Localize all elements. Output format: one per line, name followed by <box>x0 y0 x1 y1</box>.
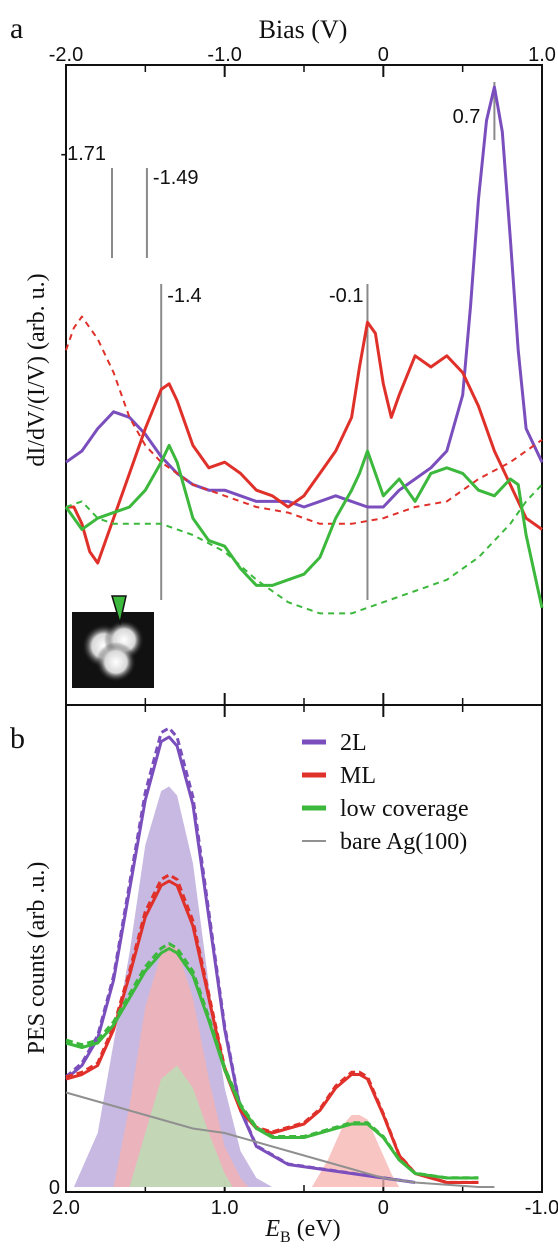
panel-a-letter: a <box>10 12 23 45</box>
panel-a-markers: -1.71 -1.49 -1.4 -0.1 0.7 <box>60 82 496 600</box>
inset-stm-image <box>72 595 154 688</box>
panel-a-series-green_solid <box>64 443 544 609</box>
panel-a-series-red_dashed <box>65 315 543 525</box>
peak-marker-label: 0.7 <box>453 106 481 128</box>
peak-marker-label: -1.4 <box>167 285 201 307</box>
panel-a-series-green_dashed <box>65 483 543 615</box>
panel-b-fill-low-coverage-component <box>129 1065 233 1187</box>
panel-b-series-low_coverage_fit <box>65 947 479 1180</box>
panel-b-fills <box>73 786 400 1187</box>
panel-a-ticks <box>65 65 543 705</box>
panel-a-xtick-label: -2.0 <box>49 44 83 66</box>
panel-b-frame <box>65 704 543 1193</box>
tip-position-marker-icon <box>110 595 127 626</box>
panel-a-xtick-label: 1.0 <box>528 44 556 66</box>
legend-label: 2L <box>340 730 367 756</box>
panel-b-xtick-label: -1.0 <box>525 1197 558 1219</box>
panel-b-ylabel: PES counts (arb .u.) <box>24 862 50 1055</box>
panel-b-tick-labels: 2.0 1.0 0 -1.0 <box>52 1197 558 1219</box>
inset-blob-3 <box>96 642 136 682</box>
panel-b-fill-ML-interface-component <box>311 1115 400 1187</box>
peak-marker-label: -1.49 <box>153 167 199 189</box>
panel-b-labels: b PES counts (arb .u.) EB (eV) 0 2.0 1.0 0… <box>10 705 558 1246</box>
panel-b-xtick-label: 0 <box>378 1197 389 1219</box>
peak-marker-label: -1.71 <box>60 143 106 165</box>
panel-a-xtick-label: 0 <box>378 44 389 66</box>
legend-label: bare Ag(100) <box>340 829 467 855</box>
panel-a-tick-labels: -2.0 -1.0 0 1.0 <box>49 44 556 66</box>
panel-b-xlabel: EB (eV) <box>264 1216 340 1246</box>
panel-b-xtick-label: 1.0 <box>211 1197 239 1219</box>
panel-a-xtick-label: -1.0 <box>207 44 241 66</box>
panel-b-series-2L_fit <box>65 735 416 1184</box>
peak-marker-label: -0.1 <box>329 285 363 307</box>
panel-b-series <box>65 726 495 1188</box>
panel-b-letter: b <box>10 722 25 755</box>
panel-b-xtick-label: 2.0 <box>52 1197 80 1219</box>
panel-a-series-purple_solid <box>65 85 544 509</box>
panel-b-ytick-zero: 0 <box>49 1177 60 1199</box>
panel-a-labels: a Bias (V) dI/dV/(I/V) (arb. u.) -2.0 -1.… <box>10 12 556 705</box>
legend-label: low coverage <box>340 796 469 822</box>
panel-a-xlabel: Bias (V) <box>259 15 348 44</box>
panel-b-series-bare_Ag100 <box>65 1091 495 1188</box>
panel-a-frame <box>65 64 543 706</box>
panel-a-series <box>64 85 544 615</box>
panel-a-series-red_solid <box>66 320 543 565</box>
panel-b-legend: 2L ML low coverage bare Ag(100) <box>302 730 469 855</box>
legend-label: ML <box>340 763 376 789</box>
panel-a-ylabel: dI/dV/(I/V) (arb. u.) <box>24 273 50 466</box>
